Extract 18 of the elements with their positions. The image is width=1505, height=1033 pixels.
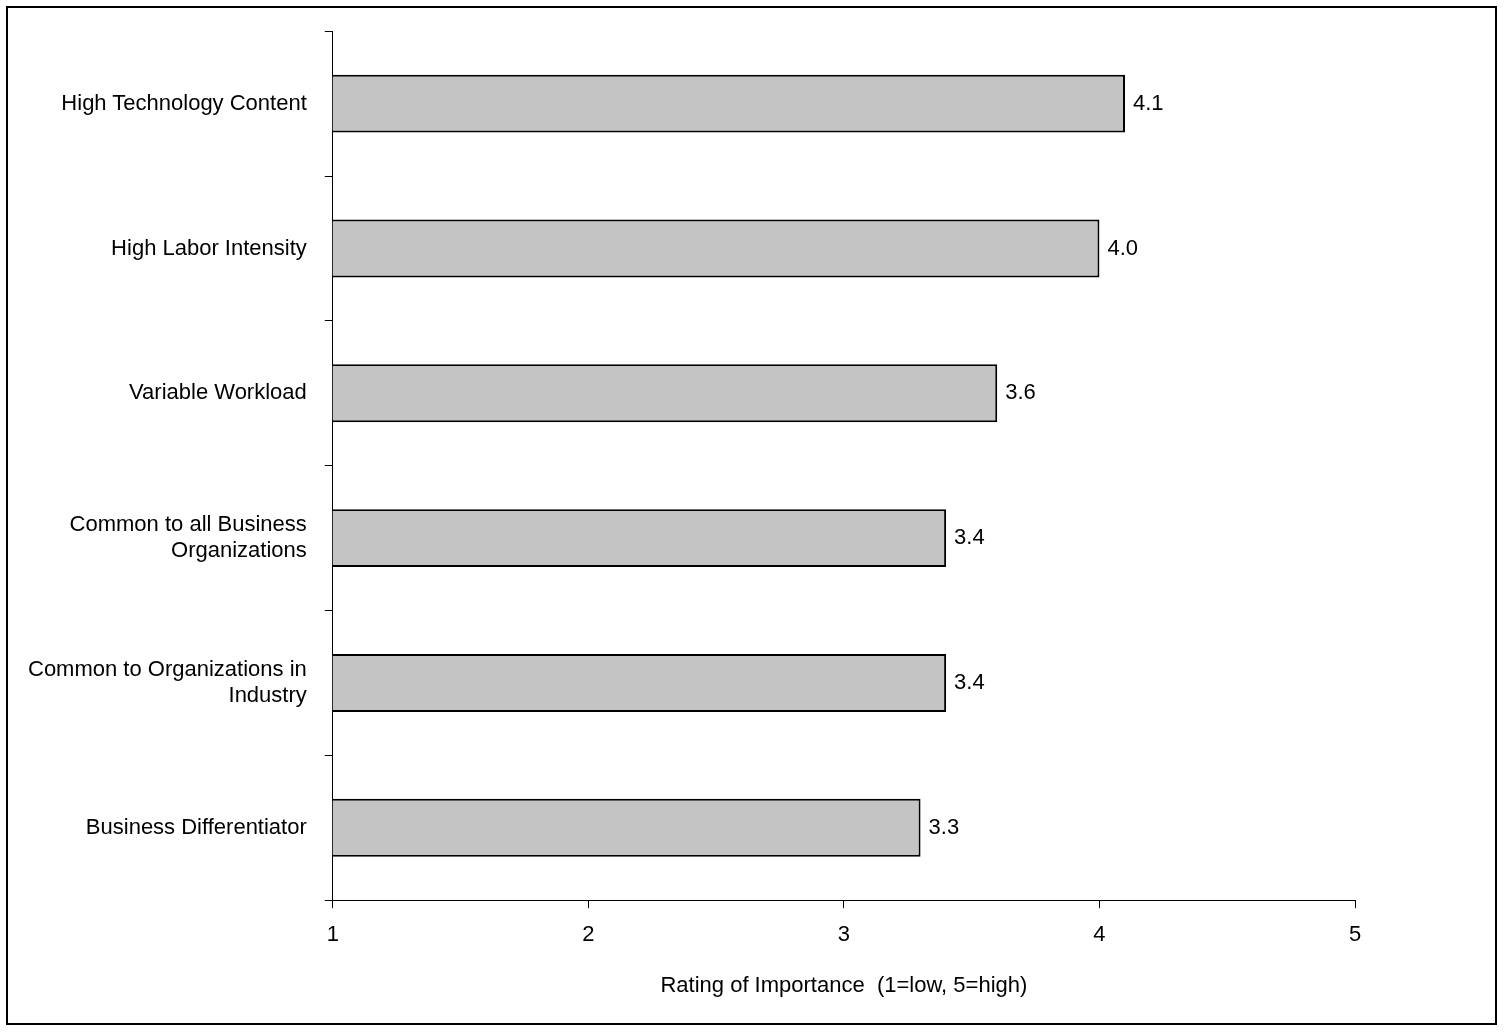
x-tick-label: 5: [1348, 921, 1362, 947]
x-tick-label: 2: [582, 921, 595, 947]
y-tick-label: High Labor Intensity: [111, 234, 307, 260]
x-axis-title: Rating of Importance (1=low, 5=high): [660, 971, 1028, 997]
data-label: 3.4: [954, 669, 985, 695]
x-tick-label: 3: [837, 921, 851, 947]
y-tick-label: Common to all Business Organizations: [69, 510, 307, 563]
data-label: 3.3: [928, 813, 960, 839]
y-tick-label: High Technology Content: [61, 89, 307, 115]
y-tick-label: Business Differentiator: [85, 813, 307, 839]
y-tick-label: Variable Workload: [129, 379, 307, 405]
data-label: 4.1: [1133, 89, 1164, 115]
data-label: 3.6: [1005, 379, 1036, 405]
y-tick-label: Common to Organizations in Industry: [28, 655, 307, 708]
data-label: 4.0: [1107, 234, 1139, 260]
data-label: 3.4: [954, 524, 985, 550]
x-tick-label: 1: [326, 921, 339, 947]
x-tick-label: 4: [1093, 921, 1106, 947]
